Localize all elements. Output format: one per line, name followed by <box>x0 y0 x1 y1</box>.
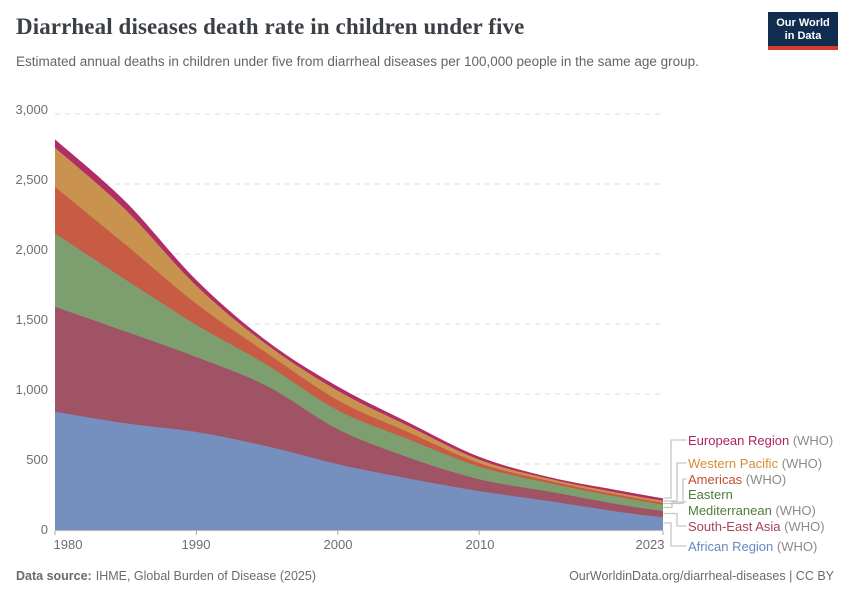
page-title: Diarrheal diseases death rate in childre… <box>16 14 525 39</box>
y-tick-2500: 2,500 <box>15 172 48 187</box>
legend-label: Eastern Mediterranean <box>688 487 772 518</box>
chart-subtitle: Estimated annual deaths in children unde… <box>16 54 699 69</box>
legend-suffix: (WHO) <box>778 456 823 471</box>
legend-item-americas[interactable]: Americas (WHO) <box>688 472 850 488</box>
owid-logo[interactable]: Our World in Data <box>768 12 838 50</box>
y-axis-labels: 0 500 1,000 1,500 2,000 2,500 3,000 <box>15 102 48 537</box>
legend-label: Western Pacific <box>688 456 779 471</box>
legend-suffix: (WHO) <box>789 433 834 448</box>
x-tick-2023: 2023 <box>636 537 665 552</box>
x-tick-1990: 1990 <box>182 537 211 552</box>
x-tick-2000: 2000 <box>324 537 353 552</box>
legend-connector-seasia <box>663 512 687 527</box>
legend-item-eastern-mediterranean[interactable]: Eastern Mediterranean (WHO) <box>688 487 850 518</box>
legend-item-south-east-asia[interactable]: South-East Asia (WHO) <box>688 519 850 535</box>
legend-item-african-region[interactable]: African Region (WHO) <box>688 539 850 555</box>
legend-connector-americas <box>663 478 687 505</box>
legend-connector-european <box>663 439 687 499</box>
data-source-text: IHME, Global Burden of Disease (2025) <box>95 569 316 583</box>
legend-item-western-pacific[interactable]: Western Pacific (WHO) <box>688 456 850 472</box>
x-axis <box>54 530 664 535</box>
legend-label: South-East Asia <box>688 519 781 534</box>
legend-label: Americas <box>688 472 743 487</box>
legend-suffix: (WHO) <box>742 472 787 487</box>
legend-suffix: (WHO) <box>780 519 825 534</box>
y-tick-0: 0 <box>41 522 48 537</box>
x-axis-labels: 1980 1990 2000 2010 2023 <box>54 537 665 552</box>
y-tick-3000: 3,000 <box>15 102 48 117</box>
legend-label: African Region <box>688 539 774 554</box>
data-source-label: Data source: <box>16 569 92 583</box>
legend-suffix: (WHO) <box>773 539 818 554</box>
owid-link[interactable]: OurWorldinData.org/diarrheal-diseases | … <box>569 569 834 583</box>
x-tick-2010: 2010 <box>466 537 495 552</box>
y-tick-2000: 2,000 <box>15 242 48 257</box>
legend-connector-emed <box>663 501 687 509</box>
owid-logo-line1: Our World <box>776 17 830 29</box>
x-tick-1980: 1980 <box>54 537 83 552</box>
y-tick-500: 500 <box>26 452 48 467</box>
owid-logo-line2: in Data <box>784 30 822 42</box>
legend-item-european-region[interactable]: European Region (WHO) <box>688 433 850 449</box>
legend-connector-wpacific <box>663 462 687 502</box>
area-african-region[interactable] <box>55 411 663 530</box>
legend-connector-african <box>663 522 687 547</box>
data-source: Data source: IHME, Global Burden of Disea… <box>16 569 316 583</box>
footer: Data source: IHME, Global Burden of Disea… <box>16 569 834 583</box>
y-tick-1000: 1,000 <box>15 382 48 397</box>
legend-suffix: (WHO) <box>771 502 816 518</box>
y-tick-1500: 1,500 <box>15 312 48 327</box>
legend-label: European Region <box>688 433 790 448</box>
legend-connectors <box>663 439 687 547</box>
stacked-area-plot[interactable] <box>55 139 663 531</box>
